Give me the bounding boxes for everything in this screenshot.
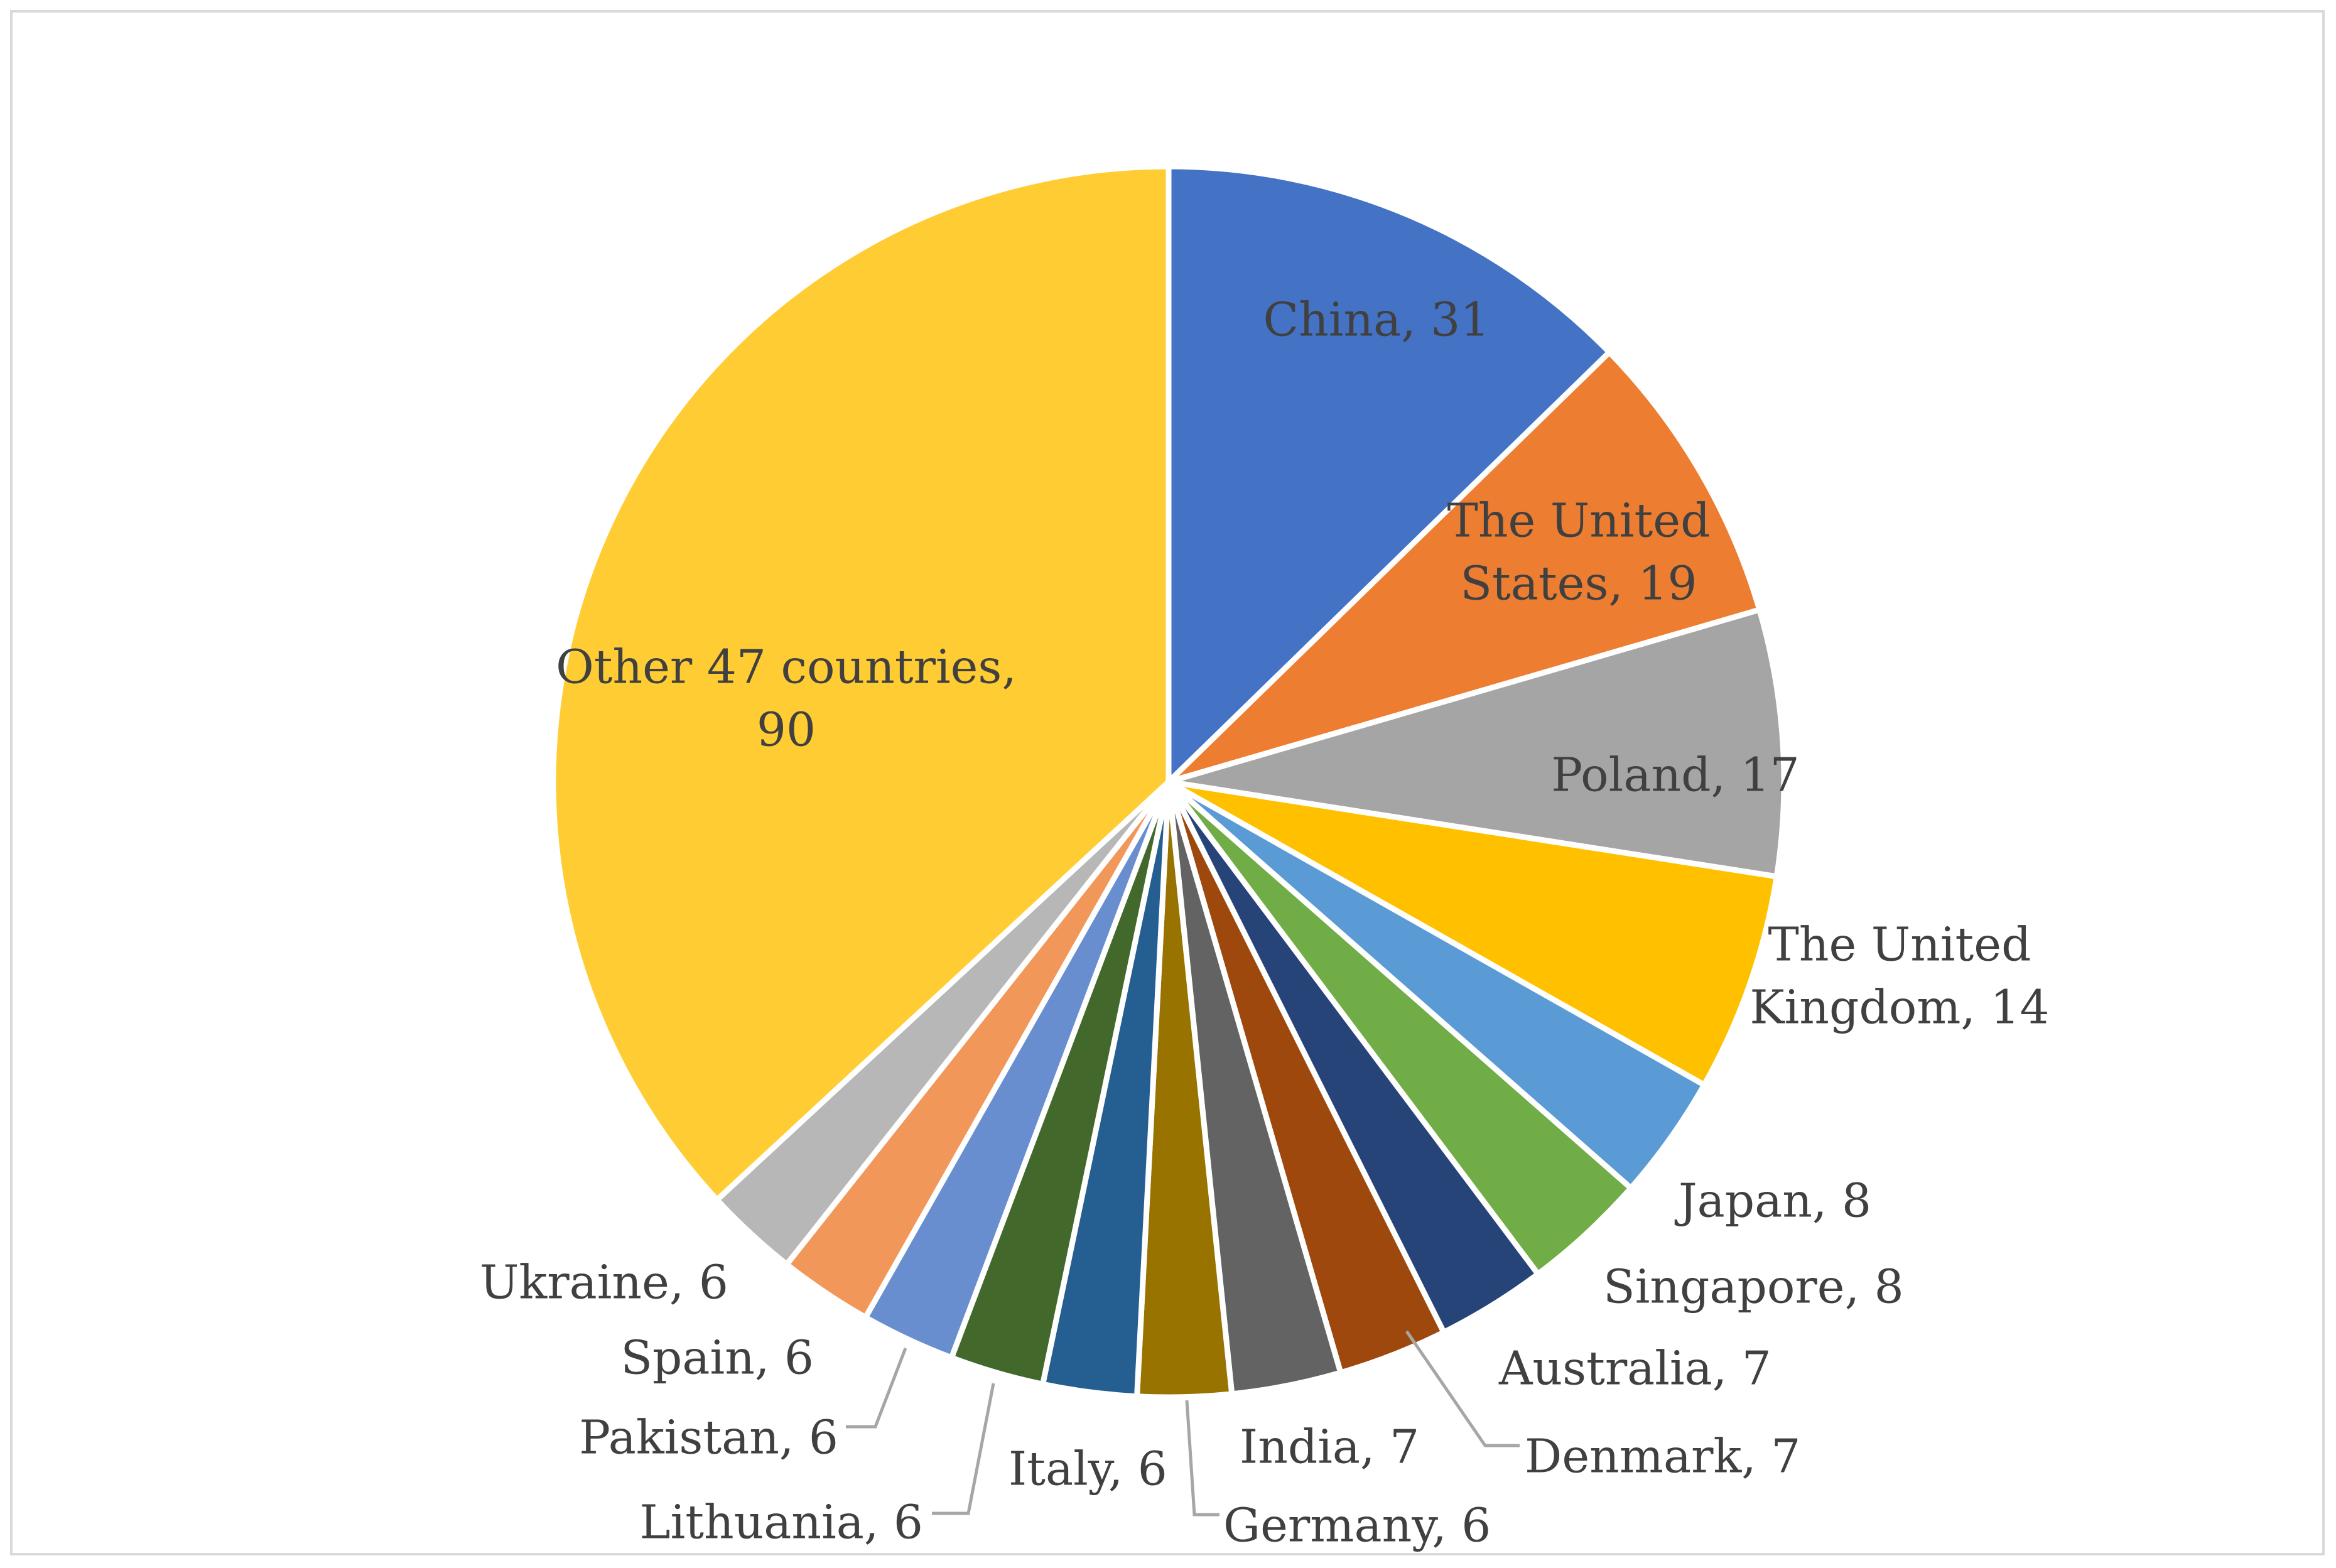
slice-label-line: Australia, 7: [1498, 1341, 1771, 1395]
leader-line-pakistan: [846, 1348, 907, 1429]
leader-line-denmark: [1405, 1330, 1520, 1447]
slice-label-line: States, 19: [1460, 556, 1697, 610]
slice-label-line: Germany, 6: [1223, 1498, 1491, 1552]
slice-label-line: Ukraine, 6: [480, 1255, 728, 1309]
slice-label-line: Other 47 countries,: [556, 640, 1017, 694]
slice-label-australia: Australia, 7: [1498, 1341, 1771, 1395]
leader-line-germany: [1185, 1400, 1219, 1517]
pie-slice-other-47-countries: [550, 163, 1172, 1203]
slice-label-line: Italy, 6: [1008, 1442, 1167, 1496]
slice-label-japan: Japan, 8: [1674, 1174, 1871, 1228]
slice-label-the-united-kingdom: The United Kingdom, 14: [1749, 917, 2049, 1034]
leader-line-lithuania: [932, 1383, 995, 1515]
slice-labels: China, 31 The United States, 19 Poland, 17 T…: [480, 293, 2050, 1552]
slice-label-lithuania: Lithuania, 6: [639, 1495, 923, 1549]
pie-slice-the-united-states: [1165, 349, 1763, 785]
slice-label-line: Japan, 8: [1674, 1174, 1871, 1228]
leader-lines: [846, 1330, 1520, 1517]
pie-slice-the-united-kingdom: [1165, 779, 1780, 1088]
slice-label-line: Kingdom, 14: [1749, 980, 2049, 1034]
slice-label-germany: Germany, 6: [1223, 1498, 1491, 1552]
slice-label-spain: Spain, 6: [620, 1331, 814, 1385]
slice-label-line: Denmark, 7: [1525, 1429, 1800, 1483]
slice-label-denmark: Denmark, 7: [1525, 1429, 1800, 1483]
slice-label-china: China, 31: [1263, 293, 1490, 347]
slice-label-line: The United: [1768, 917, 2031, 971]
pie-slices: [550, 163, 1787, 1400]
slice-label-other-47-countries: Other 47 countries, 90: [556, 640, 1017, 757]
slice-label-line: India, 7: [1240, 1420, 1419, 1474]
slice-label-italy: Italy, 6: [1008, 1442, 1167, 1496]
slice-label-pakistan: Pakistan, 6: [579, 1410, 838, 1464]
pie-slice-poland: [1165, 607, 1787, 880]
slice-label-line: Spain, 6: [620, 1331, 814, 1385]
slice-label-singapore: Singapore, 8: [1603, 1260, 1904, 1314]
slice-label-line: Lithuania, 6: [639, 1495, 923, 1549]
pie-slice-china: [1165, 163, 1613, 785]
slice-label-line: China, 31: [1263, 293, 1490, 347]
slice-label-line: Poland, 17: [1551, 748, 1799, 802]
slice-label-line: The United: [1447, 494, 1711, 548]
slice-label-line: Pakistan, 6: [579, 1410, 838, 1464]
slice-label-poland: Poland, 17: [1551, 748, 1799, 802]
slice-label-the-united-states: The United States, 19: [1447, 494, 1711, 610]
slice-label-line: 90: [757, 703, 816, 757]
slice-label-ukraine: Ukraine, 6: [480, 1255, 728, 1309]
slice-label-line: Singapore, 8: [1603, 1260, 1904, 1314]
slice-label-india: India, 7: [1240, 1420, 1419, 1474]
